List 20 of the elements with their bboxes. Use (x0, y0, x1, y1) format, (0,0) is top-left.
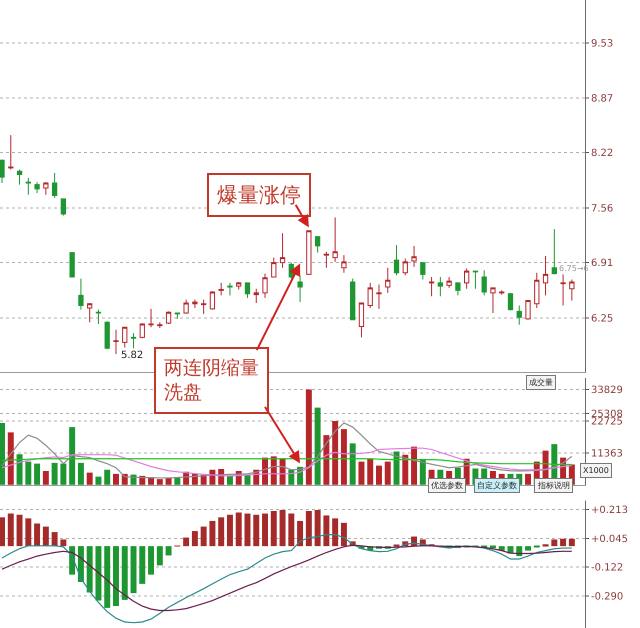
y-tick-label: 11363 (591, 448, 623, 460)
y-tick-label: 7.56 (591, 204, 614, 215)
annotation: 爆量涨停 (217, 183, 301, 207)
annotation: X1000 (583, 466, 609, 475)
y-tick-label: 6.25 (591, 314, 614, 325)
annotation: 自定义参数 (477, 481, 517, 490)
y-tick-label: 8.22 (591, 148, 614, 160)
annotation: 5.82 (121, 350, 144, 361)
y-tick-label: +0.045 (591, 534, 628, 545)
y-tick-label: 6.91 (591, 258, 614, 270)
y-tick-label: -0.290 (591, 591, 624, 602)
y-tick-label: +0.213 (591, 505, 628, 516)
y-tick-label: 9.53 (591, 38, 614, 50)
y-tick-label: 33829 (591, 385, 623, 396)
y-tick-label: 8.87 (591, 94, 614, 105)
annotation: 两连阴缩量洗盘 (164, 357, 259, 404)
y-tick-label: -0.122 (591, 562, 624, 574)
annotation: 优选参数 (431, 481, 463, 490)
annotation: 成交量 (529, 378, 553, 387)
annotation: 指标说明 (537, 481, 570, 490)
